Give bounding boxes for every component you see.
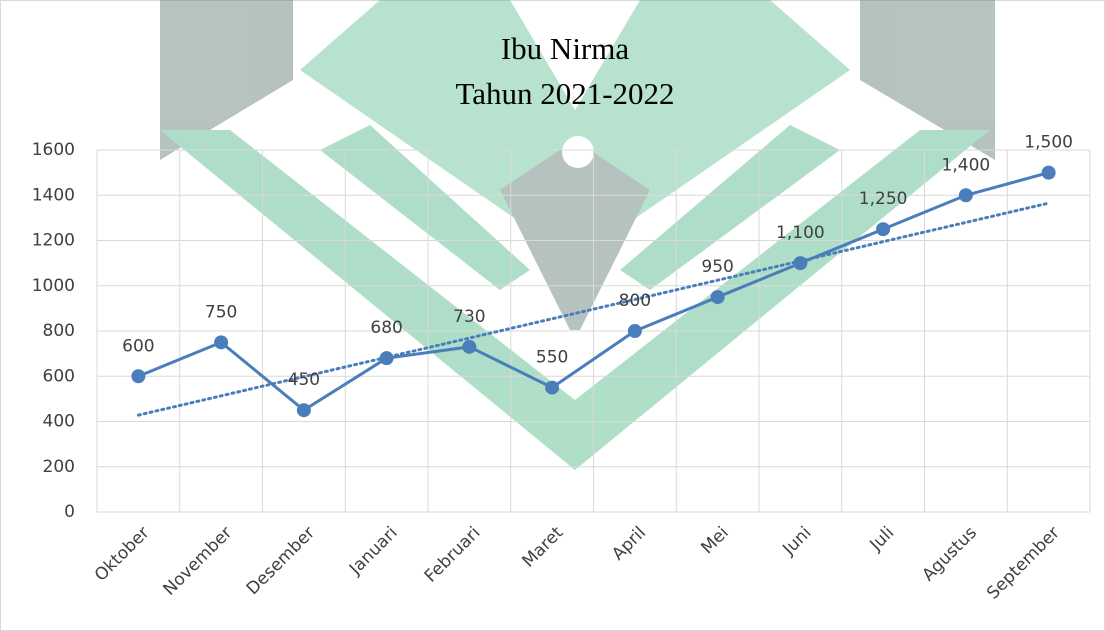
data-label: 1,100	[776, 223, 825, 243]
data-label: 450	[288, 370, 320, 390]
data-point	[793, 256, 807, 270]
data-point	[297, 403, 311, 417]
data-point	[628, 324, 642, 338]
data-label: 1,400	[942, 155, 991, 175]
data-label: 1,250	[859, 189, 908, 209]
y-tick-label: 1400	[32, 185, 75, 205]
y-tick-label: 400	[43, 412, 75, 432]
data-label: 1,500	[1024, 133, 1073, 153]
chart-subtitle: Tahun 2021-2022	[455, 76, 674, 111]
y-tick-label: 200	[43, 457, 75, 477]
data-label: 550	[536, 348, 568, 368]
data-label: 600	[122, 336, 154, 356]
chart-title: Ibu Nirma	[501, 31, 630, 66]
data-label: 950	[701, 257, 733, 277]
data-point	[1042, 166, 1056, 180]
data-point	[380, 351, 394, 365]
data-point	[711, 290, 725, 304]
data-point	[131, 369, 145, 383]
data-point	[545, 381, 559, 395]
y-tick-label: 1600	[32, 140, 75, 160]
y-tick-label: 1000	[32, 276, 75, 296]
y-tick-label: 1200	[32, 231, 75, 251]
data-point	[876, 222, 890, 236]
data-label: 750	[205, 302, 237, 322]
data-label: 680	[370, 318, 402, 338]
data-point	[214, 335, 228, 349]
y-tick-label: 0	[64, 502, 75, 522]
data-label: 800	[619, 291, 651, 311]
data-point	[462, 340, 476, 354]
y-tick-label: 800	[43, 321, 75, 341]
chart: Ibu Nirma Tahun 2021-2022 0 200 400 600 800 1…	[0, 0, 1105, 631]
y-tick-label: 600	[43, 366, 75, 386]
data-point	[959, 188, 973, 202]
data-label: 730	[453, 307, 485, 327]
